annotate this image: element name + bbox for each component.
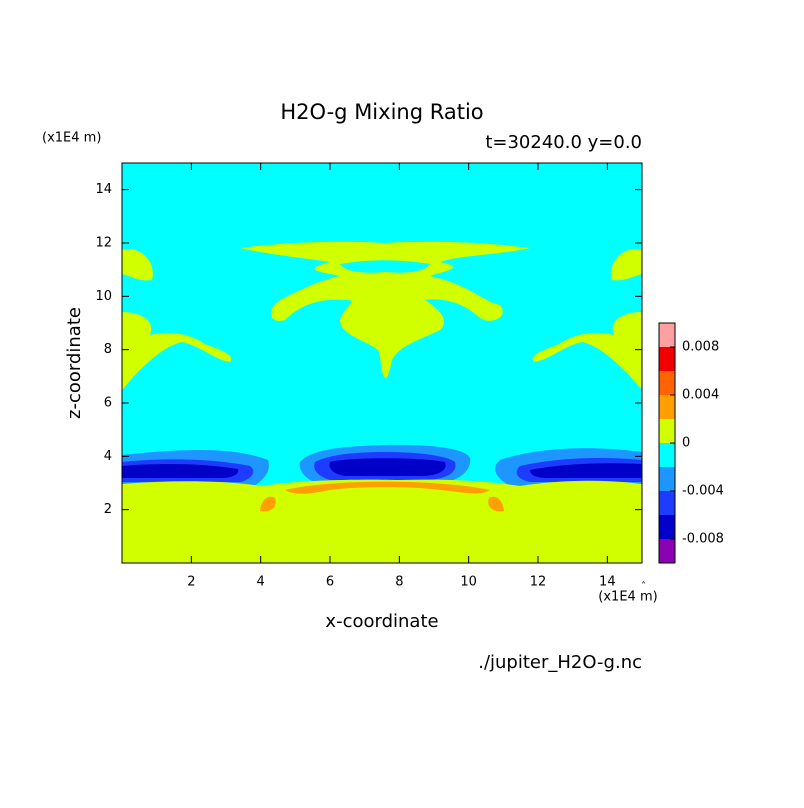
colorbar-tick-label: -0.008 [682, 532, 724, 547]
x-tick-label: 2 [187, 575, 195, 590]
contour-region [329, 458, 446, 476]
x-axis-label: x-coordinate [325, 611, 438, 632]
y-tick-label: 4 [104, 449, 112, 464]
colorbar-swatch [659, 395, 675, 419]
contour-region [122, 249, 153, 281]
contour-region [122, 464, 239, 478]
y-tick-label: 14 [95, 182, 112, 197]
contour-region [260, 496, 276, 512]
colorbar-tick-label: 0 [682, 436, 690, 451]
source-file: ./jupiter_H2O-g.nc [478, 652, 642, 673]
x-tick-label: 4 [257, 575, 265, 590]
chart-subtitle: t=30240.0 y=0.0 [485, 132, 642, 153]
colorbar-swatch [659, 419, 675, 443]
x-tick-label: 6 [326, 575, 334, 590]
contour-field [122, 163, 642, 563]
x-tick-label: 8 [395, 575, 403, 590]
colorbar-swatch [659, 539, 675, 563]
axis-dot: ˄ [641, 580, 646, 592]
colorbar-swatch [659, 347, 675, 371]
y-tick-label: 2 [104, 502, 112, 517]
colorbar-swatch [659, 323, 675, 347]
y-axis-label: z-coordinate [64, 307, 85, 419]
y-tick-label: 8 [104, 342, 112, 357]
contour-region [532, 312, 642, 390]
colorbar-swatch [659, 467, 675, 491]
x-tick-label: 14 [599, 575, 616, 590]
contour-region [340, 260, 430, 273]
x-tick-label: 10 [460, 575, 477, 590]
y-tick-label: 10 [95, 289, 112, 304]
contour-region [285, 481, 490, 494]
chart-title: H2O-g Mixing Ratio [280, 100, 483, 124]
plot-frame [121, 162, 643, 564]
colorbar-swatch [659, 443, 675, 467]
contour-region [122, 312, 232, 390]
x-unit: (x1E4 m) [598, 590, 657, 605]
x-tick-label: 12 [530, 575, 547, 590]
colorbar-swatch [659, 515, 675, 539]
contour-region [240, 241, 530, 378]
y-tick-label: 12 [95, 236, 112, 251]
contour-region [611, 249, 642, 281]
colorbar-tick-label: -0.004 [682, 484, 724, 499]
y-tick-label: 6 [104, 396, 112, 411]
contour-region [122, 479, 642, 563]
colorbar-swatch [659, 491, 675, 515]
colorbar-tick-label: 0.004 [682, 388, 719, 403]
contour-region [488, 496, 504, 512]
y-unit: (x1E4 m) [42, 131, 101, 146]
contour-region [530, 463, 642, 478]
colorbar-tick-label: 0.008 [682, 340, 719, 355]
colorbar-swatch [659, 371, 675, 395]
